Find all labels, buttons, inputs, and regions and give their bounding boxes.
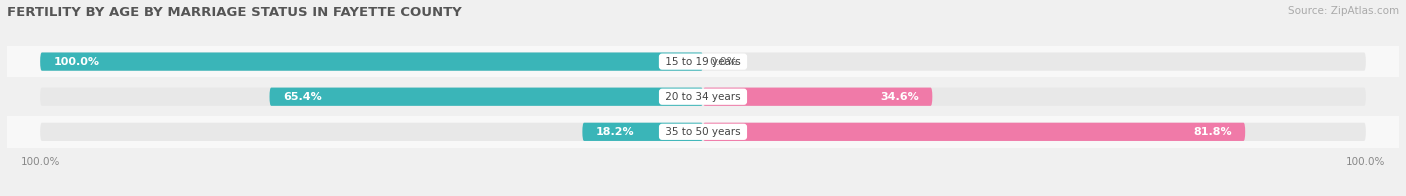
Text: 18.2%: 18.2% <box>596 127 634 137</box>
FancyBboxPatch shape <box>270 88 703 106</box>
Bar <box>7 116 1399 148</box>
FancyBboxPatch shape <box>703 88 932 106</box>
Text: 65.4%: 65.4% <box>283 92 322 102</box>
Text: 81.8%: 81.8% <box>1194 127 1232 137</box>
Text: 100.0%: 100.0% <box>53 57 100 67</box>
Text: 35 to 50 years: 35 to 50 years <box>662 127 744 137</box>
FancyBboxPatch shape <box>703 123 1246 141</box>
Text: 15 to 19 years: 15 to 19 years <box>662 57 744 67</box>
FancyBboxPatch shape <box>41 53 703 71</box>
Text: 34.6%: 34.6% <box>880 92 920 102</box>
FancyBboxPatch shape <box>41 88 1365 106</box>
Bar <box>7 46 1399 77</box>
Text: FERTILITY BY AGE BY MARRIAGE STATUS IN FAYETTE COUNTY: FERTILITY BY AGE BY MARRIAGE STATUS IN F… <box>7 6 461 19</box>
FancyBboxPatch shape <box>582 123 703 141</box>
FancyBboxPatch shape <box>41 123 1365 141</box>
FancyBboxPatch shape <box>41 53 1365 71</box>
Text: Source: ZipAtlas.com: Source: ZipAtlas.com <box>1288 6 1399 16</box>
Text: 0.0%: 0.0% <box>710 57 738 67</box>
Text: 20 to 34 years: 20 to 34 years <box>662 92 744 102</box>
Bar <box>7 81 1399 113</box>
